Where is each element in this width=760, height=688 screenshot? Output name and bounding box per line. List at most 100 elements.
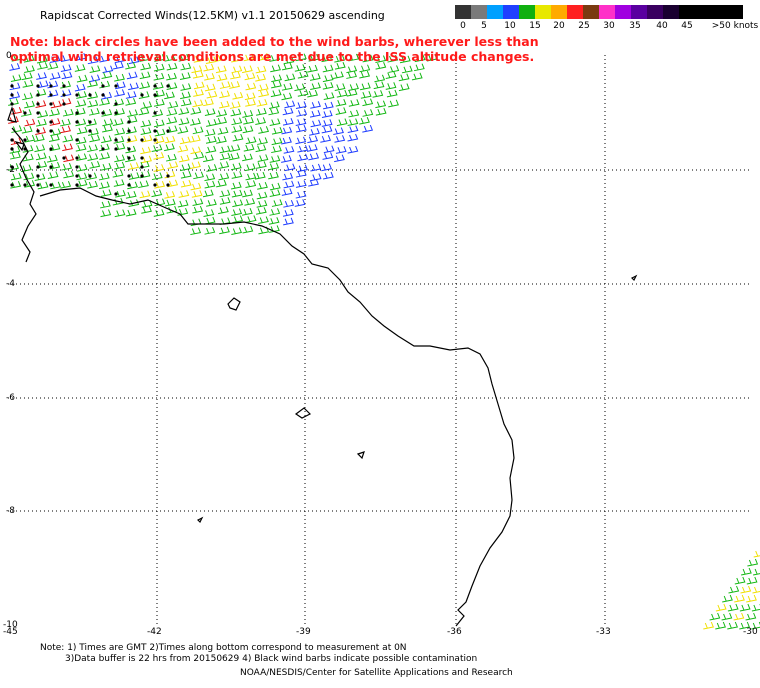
wind-barb <box>154 128 166 137</box>
wind-barb <box>218 161 230 169</box>
wind-barb <box>180 62 192 71</box>
wind-barb <box>48 134 60 142</box>
wind-barb <box>307 64 318 73</box>
wind-barb <box>715 603 727 612</box>
wind-barb <box>218 206 229 215</box>
wind-barb <box>10 151 21 160</box>
wind-barb <box>193 81 205 90</box>
wind-barb <box>751 603 760 612</box>
wind-barb <box>216 109 228 118</box>
wind-barb <box>151 144 163 152</box>
wind-barb <box>245 82 257 91</box>
wind-barb <box>127 109 138 118</box>
wind-barb <box>347 133 359 142</box>
wind-barb <box>245 215 257 223</box>
wind-barb <box>219 226 230 235</box>
wind-barb <box>414 54 426 63</box>
legend-swatch <box>727 5 743 19</box>
wind-barb <box>164 54 176 62</box>
contamination-circle <box>10 138 14 142</box>
wind-barb <box>193 55 205 63</box>
wind-barb <box>215 65 227 74</box>
wind-barb <box>125 191 137 199</box>
legend-swatch <box>519 5 535 19</box>
wind-barb <box>192 198 204 207</box>
wind-barb <box>271 137 283 146</box>
contamination-circle <box>88 174 92 178</box>
contamination-circle <box>36 102 40 106</box>
wind-barb <box>282 209 294 217</box>
wind-barb <box>728 585 740 594</box>
wind-barb <box>190 107 202 115</box>
wind-barb <box>282 117 294 126</box>
wind-barb <box>204 128 216 137</box>
wind-barb <box>114 154 125 163</box>
wind-barb <box>47 62 59 70</box>
contamination-circle <box>10 84 14 88</box>
contamination-circle <box>36 93 40 97</box>
wind-barb <box>217 127 229 135</box>
wind-barb <box>60 125 71 134</box>
wind-barb <box>47 89 59 98</box>
wind-barb <box>89 74 101 83</box>
wind-barb <box>49 72 61 80</box>
legend-label: 35 <box>629 21 641 31</box>
contamination-circle <box>36 165 40 169</box>
wind-barb <box>258 53 270 61</box>
wind-barb <box>283 56 295 65</box>
wind-barb <box>205 145 217 154</box>
contamination-circle <box>153 183 157 187</box>
legend-label: 25 <box>578 21 590 31</box>
legend-label: 40 <box>656 21 668 31</box>
wind-barb <box>219 189 231 198</box>
wind-barb <box>753 568 760 576</box>
wind-barb <box>308 53 320 62</box>
wind-barb <box>167 179 179 188</box>
wind-barb <box>284 163 296 172</box>
wind-barb <box>204 180 216 189</box>
wind-barb <box>244 163 256 172</box>
wind-barb <box>375 100 387 109</box>
wind-barb <box>89 65 101 74</box>
wind-barb <box>295 118 307 126</box>
legend-swatch <box>631 5 647 19</box>
wind-barb <box>112 197 124 206</box>
wind-barb <box>268 171 279 180</box>
wind-barb <box>178 117 190 126</box>
wind-barb <box>180 83 192 91</box>
legend-label: 0 <box>460 21 466 31</box>
contamination-circle <box>101 84 105 88</box>
wind-barb <box>745 612 757 621</box>
wind-barb <box>36 55 48 64</box>
wind-barb <box>255 73 266 82</box>
legend-label: 30 <box>603 21 615 31</box>
wind-barb <box>322 74 334 83</box>
wind-barb <box>63 154 75 163</box>
wind-barb <box>359 70 371 79</box>
legend-color-bar <box>455 5 743 19</box>
wind-barb <box>231 171 243 179</box>
wind-barb <box>205 56 217 65</box>
wind-barb <box>101 71 113 80</box>
wind-barb <box>62 134 74 143</box>
wind-barb <box>398 73 410 82</box>
wind-barb <box>138 107 150 116</box>
wind-barb <box>76 153 88 162</box>
wind-barb <box>281 126 293 135</box>
wind-barb <box>282 172 294 181</box>
wind-barb <box>75 99 87 108</box>
wind-barb <box>114 81 126 90</box>
wind-barb <box>178 107 190 115</box>
wind-barb <box>164 170 176 179</box>
wind-barb <box>60 80 71 89</box>
wind-barb <box>24 65 35 74</box>
wind-barb <box>193 151 205 160</box>
legend-swatch <box>679 5 695 19</box>
wind-barb <box>178 154 190 163</box>
wind-barb <box>231 125 243 133</box>
legend-label: 10 <box>504 21 516 31</box>
wind-barb <box>102 118 114 127</box>
wind-barb <box>411 72 423 81</box>
legend-swatch <box>711 5 727 19</box>
wind-barb <box>204 72 215 81</box>
